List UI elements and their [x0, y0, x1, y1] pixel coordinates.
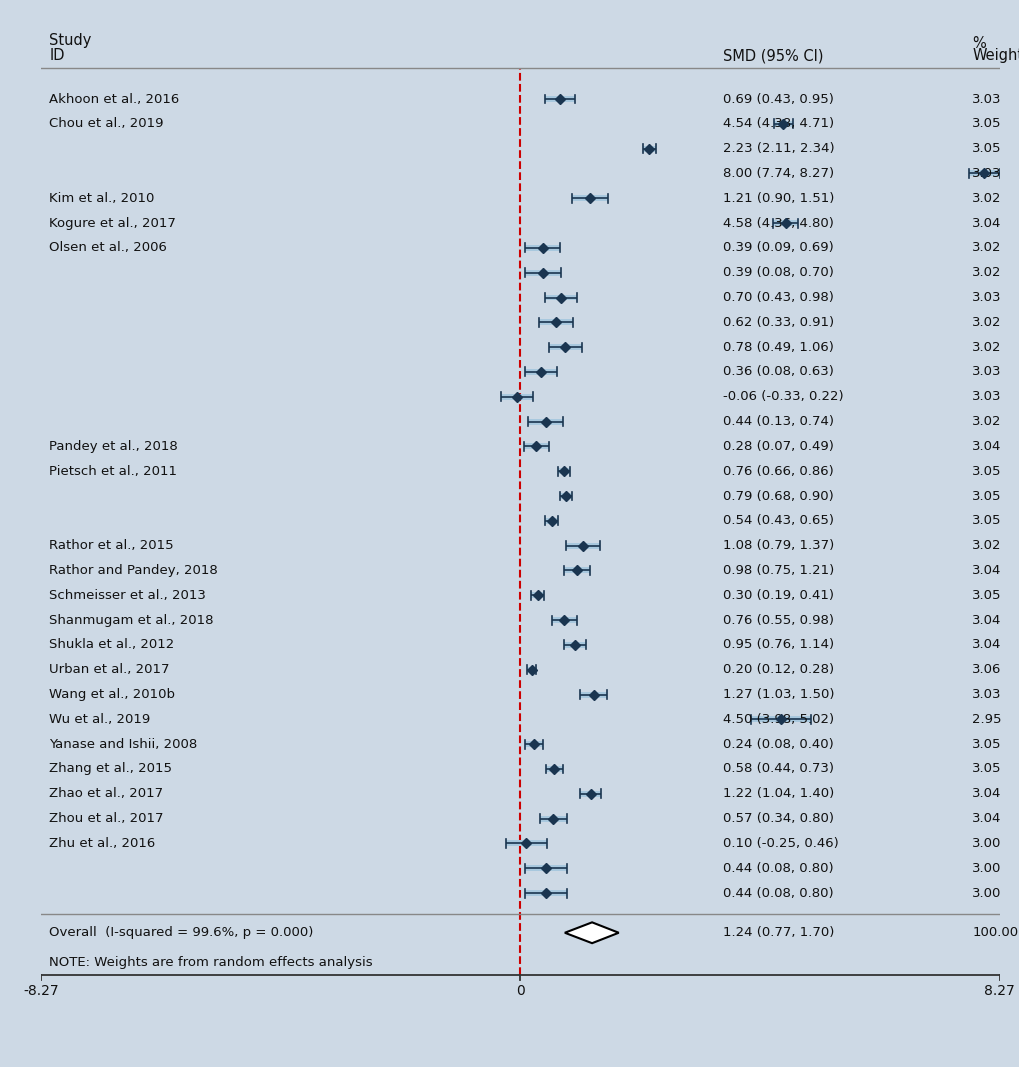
- Text: 0.20 (0.12, 0.28): 0.20 (0.12, 0.28): [722, 664, 834, 676]
- Text: Zhu et al., 2016: Zhu et al., 2016: [50, 837, 156, 850]
- Text: 0: 0: [516, 984, 524, 998]
- Text: Zhao et al., 2017: Zhao et al., 2017: [50, 787, 163, 800]
- Text: Akhoon et al., 2016: Akhoon et al., 2016: [50, 93, 179, 106]
- Text: 1.24 (0.77, 1.70): 1.24 (0.77, 1.70): [722, 926, 834, 939]
- Text: 2.23 (2.11, 2.34): 2.23 (2.11, 2.34): [722, 142, 834, 155]
- Text: %: %: [971, 35, 985, 50]
- Text: SMD (95% CI): SMD (95% CI): [722, 48, 822, 63]
- Text: 1.22 (1.04, 1.40): 1.22 (1.04, 1.40): [722, 787, 834, 800]
- Text: 0.69 (0.43, 0.95): 0.69 (0.43, 0.95): [722, 93, 834, 106]
- Text: Shanmugam et al., 2018: Shanmugam et al., 2018: [50, 614, 214, 626]
- Text: Yanase and Ishii, 2008: Yanase and Ishii, 2008: [50, 737, 198, 751]
- Text: Shukla et al., 2012: Shukla et al., 2012: [50, 638, 174, 652]
- Text: 3.02: 3.02: [971, 241, 1001, 254]
- Text: 0.58 (0.44, 0.73): 0.58 (0.44, 0.73): [722, 763, 834, 776]
- Text: 1.21 (0.90, 1.51): 1.21 (0.90, 1.51): [722, 192, 834, 205]
- Text: 3.02: 3.02: [971, 539, 1001, 552]
- Text: 0.24 (0.08, 0.40): 0.24 (0.08, 0.40): [722, 737, 833, 751]
- Text: 0.79 (0.68, 0.90): 0.79 (0.68, 0.90): [722, 490, 833, 503]
- Text: 3.02: 3.02: [971, 340, 1001, 353]
- Text: Schmeisser et al., 2013: Schmeisser et al., 2013: [50, 589, 206, 602]
- Text: 2.95: 2.95: [971, 713, 1001, 726]
- Text: 0.28 (0.07, 0.49): 0.28 (0.07, 0.49): [722, 440, 834, 452]
- Text: 0.30 (0.19, 0.41): 0.30 (0.19, 0.41): [722, 589, 834, 602]
- Text: 3.05: 3.05: [971, 465, 1001, 478]
- Text: 3.04: 3.04: [971, 614, 1001, 626]
- Text: 3.04: 3.04: [971, 217, 1001, 229]
- Text: 3.03: 3.03: [971, 93, 1001, 106]
- Text: 0.95 (0.76, 1.14): 0.95 (0.76, 1.14): [722, 638, 834, 652]
- Text: 3.03: 3.03: [971, 291, 1001, 304]
- Text: Pietsch et al., 2011: Pietsch et al., 2011: [50, 465, 177, 478]
- Text: Urban et al., 2017: Urban et al., 2017: [50, 664, 170, 676]
- Text: 0.10 (-0.25, 0.46): 0.10 (-0.25, 0.46): [722, 837, 838, 850]
- Text: 0.57 (0.34, 0.80): 0.57 (0.34, 0.80): [722, 812, 834, 825]
- Text: 3.00: 3.00: [971, 887, 1001, 899]
- Text: 8.00 (7.74, 8.27): 8.00 (7.74, 8.27): [722, 166, 834, 180]
- Text: 3.03: 3.03: [971, 166, 1001, 180]
- Text: 3.00: 3.00: [971, 837, 1001, 850]
- Text: 4.58 (4.36, 4.80): 4.58 (4.36, 4.80): [722, 217, 834, 229]
- Text: Kim et al., 2010: Kim et al., 2010: [50, 192, 155, 205]
- Text: 3.02: 3.02: [971, 266, 1001, 280]
- Text: 3.05: 3.05: [971, 514, 1001, 527]
- Text: 4.50 (3.98, 5.02): 4.50 (3.98, 5.02): [722, 713, 834, 726]
- Text: Pandey et al., 2018: Pandey et al., 2018: [50, 440, 178, 452]
- Text: 0.39 (0.08, 0.70): 0.39 (0.08, 0.70): [722, 266, 834, 280]
- Text: 3.04: 3.04: [971, 638, 1001, 652]
- Text: Rathor et al., 2015: Rathor et al., 2015: [50, 539, 174, 552]
- Text: 3.04: 3.04: [971, 787, 1001, 800]
- Text: 0.44 (0.08, 0.80): 0.44 (0.08, 0.80): [722, 887, 833, 899]
- Text: 100.00: 100.00: [971, 926, 1018, 939]
- Text: Wu et al., 2019: Wu et al., 2019: [50, 713, 151, 726]
- Text: Chou et al., 2019: Chou et al., 2019: [50, 117, 164, 130]
- Text: 0.78 (0.49, 1.06): 0.78 (0.49, 1.06): [722, 340, 834, 353]
- Text: 1.27 (1.03, 1.50): 1.27 (1.03, 1.50): [722, 688, 834, 701]
- Text: 3.05: 3.05: [971, 589, 1001, 602]
- Text: 3.04: 3.04: [971, 564, 1001, 577]
- Text: Weight: Weight: [971, 48, 1019, 63]
- Text: Study: Study: [50, 33, 92, 48]
- Text: 3.05: 3.05: [971, 117, 1001, 130]
- Text: Kogure et al., 2017: Kogure et al., 2017: [50, 217, 176, 229]
- Text: 1.08 (0.79, 1.37): 1.08 (0.79, 1.37): [722, 539, 834, 552]
- Text: 0.76 (0.66, 0.86): 0.76 (0.66, 0.86): [722, 465, 833, 478]
- Text: 3.05: 3.05: [971, 763, 1001, 776]
- Text: 4.54 (4.38, 4.71): 4.54 (4.38, 4.71): [722, 117, 834, 130]
- Text: 0.54 (0.43, 0.65): 0.54 (0.43, 0.65): [722, 514, 834, 527]
- Text: 3.02: 3.02: [971, 316, 1001, 329]
- Text: 3.04: 3.04: [971, 440, 1001, 452]
- Text: 3.05: 3.05: [971, 490, 1001, 503]
- Text: ID: ID: [50, 48, 65, 63]
- Text: 0.39 (0.09, 0.69): 0.39 (0.09, 0.69): [722, 241, 833, 254]
- Text: 3.05: 3.05: [971, 737, 1001, 751]
- Text: 3.03: 3.03: [971, 688, 1001, 701]
- Text: 3.05: 3.05: [971, 142, 1001, 155]
- Text: Overall  (I-squared = 99.6%, p = 0.000): Overall (I-squared = 99.6%, p = 0.000): [50, 926, 314, 939]
- Text: 8.27: 8.27: [983, 984, 1014, 998]
- Text: 3.06: 3.06: [971, 664, 1001, 676]
- Text: 0.76 (0.55, 0.98): 0.76 (0.55, 0.98): [722, 614, 834, 626]
- Text: NOTE: Weights are from random effects analysis: NOTE: Weights are from random effects an…: [50, 956, 373, 969]
- Text: Wang et al., 2010b: Wang et al., 2010b: [50, 688, 175, 701]
- Text: Zhang et al., 2015: Zhang et al., 2015: [50, 763, 172, 776]
- Polygon shape: [565, 922, 619, 943]
- Text: 0.44 (0.08, 0.80): 0.44 (0.08, 0.80): [722, 862, 833, 875]
- Text: 0.44 (0.13, 0.74): 0.44 (0.13, 0.74): [722, 415, 834, 428]
- Text: 0.36 (0.08, 0.63): 0.36 (0.08, 0.63): [722, 366, 834, 379]
- Text: Zhou et al., 2017: Zhou et al., 2017: [50, 812, 164, 825]
- Text: 3.02: 3.02: [971, 415, 1001, 428]
- Text: 0.70 (0.43, 0.98): 0.70 (0.43, 0.98): [722, 291, 834, 304]
- Text: -8.27: -8.27: [23, 984, 58, 998]
- Text: 3.03: 3.03: [971, 366, 1001, 379]
- Text: 0.62 (0.33, 0.91): 0.62 (0.33, 0.91): [722, 316, 834, 329]
- Text: 0.98 (0.75, 1.21): 0.98 (0.75, 1.21): [722, 564, 834, 577]
- Text: 3.00: 3.00: [971, 862, 1001, 875]
- Text: Olsen et al., 2006: Olsen et al., 2006: [50, 241, 167, 254]
- Text: 3.03: 3.03: [971, 391, 1001, 403]
- Text: 3.04: 3.04: [971, 812, 1001, 825]
- Text: -0.06 (-0.33, 0.22): -0.06 (-0.33, 0.22): [722, 391, 843, 403]
- Text: Rathor and Pandey, 2018: Rathor and Pandey, 2018: [50, 564, 218, 577]
- Text: 3.02: 3.02: [971, 192, 1001, 205]
